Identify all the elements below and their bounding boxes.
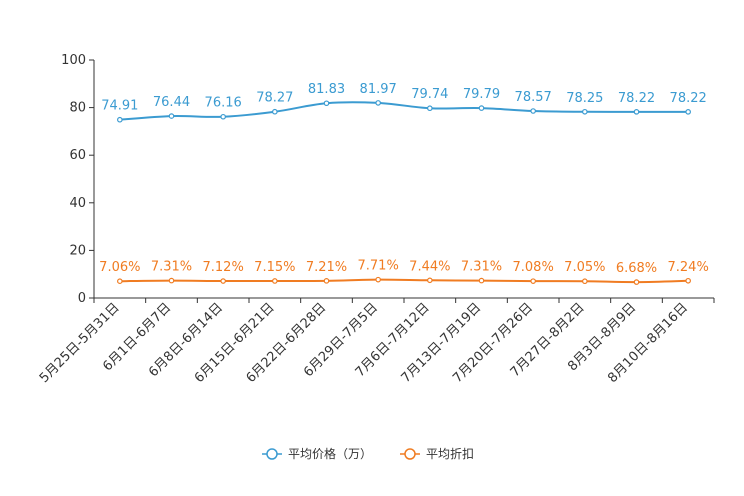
series-1-point [427, 105, 433, 112]
y-tick-label: 60 [69, 148, 86, 163]
series-line-2 [119, 278, 689, 284]
legend-1-label[interactable]: 平均价格（万） [288, 446, 372, 461]
y-tick-label: 80 [69, 101, 86, 116]
series-2-point [530, 278, 536, 284]
y-tick-label: 0 [78, 291, 86, 306]
series-2-point [582, 278, 588, 285]
series-line-1 [119, 101, 689, 121]
series-2-data-label: 7.31% [461, 260, 502, 275]
y-tick-label: 20 [69, 243, 86, 258]
series-2-data-label: 7.12% [203, 260, 244, 275]
series-2-data-label: 7.06% [99, 260, 140, 275]
series-1-data-label: 78.27 [256, 91, 293, 106]
series-1-data-label: 76.16 [205, 96, 242, 111]
series-1-data-label: 74.91 [101, 99, 138, 114]
series-2-data-label: 7.71% [358, 259, 399, 274]
series-1-data-label: 81.83 [308, 82, 345, 97]
series-2-data-label: 7.05% [564, 260, 605, 275]
series-2-data-label: 7.08% [513, 260, 554, 275]
series-1-data-label: 78.25 [566, 91, 603, 106]
series-2-point [117, 278, 123, 284]
series-2-point [478, 277, 485, 284]
series-2-point [220, 278, 226, 284]
series-1-data-label: 79.79 [463, 87, 500, 102]
series-1-data-label: 78.22 [670, 91, 707, 106]
series-1-data-label: 78.22 [618, 91, 655, 106]
series-2-data-label: 7.31% [151, 260, 192, 275]
series-2-point [168, 277, 175, 284]
series-1-point [168, 113, 175, 119]
legend-2-label[interactable]: 平均折扣 [426, 446, 474, 461]
series-1-data-label: 81.97 [360, 82, 397, 97]
y-tick-label: 100 [61, 53, 86, 68]
series-2-point [685, 277, 691, 284]
series-2-data-label: 7.44% [409, 259, 450, 274]
series-2-point [323, 278, 330, 284]
legend-1-circle-icon[interactable] [266, 448, 278, 460]
series-2-data-label: 7.15% [254, 260, 295, 275]
series-2-point [633, 279, 640, 285]
series-1-data-label: 76.44 [153, 95, 190, 110]
series-1-point [478, 105, 485, 111]
y-tick-label: 40 [69, 196, 86, 211]
series-1-data-label: 79.74 [411, 87, 448, 102]
series-1-point [530, 108, 536, 114]
series-1-point [117, 116, 123, 123]
series-1-point [220, 113, 226, 120]
series-2-data-label: 6.68% [616, 261, 657, 276]
series-2-point [427, 277, 433, 284]
series-1-point [323, 100, 330, 107]
series-2-data-label: 7.24% [668, 260, 709, 275]
legend-2-circle-icon[interactable] [404, 448, 416, 460]
series-1-point [685, 109, 691, 115]
series-2-data-label: 7.21% [306, 260, 347, 275]
series-1-point [375, 100, 381, 106]
series-1-data-label: 78.57 [515, 90, 552, 105]
series-2-point [272, 278, 278, 284]
series-1-point [272, 108, 278, 115]
series-1-point [582, 108, 588, 115]
series-2-point [375, 276, 381, 283]
series-1-point [633, 109, 640, 115]
